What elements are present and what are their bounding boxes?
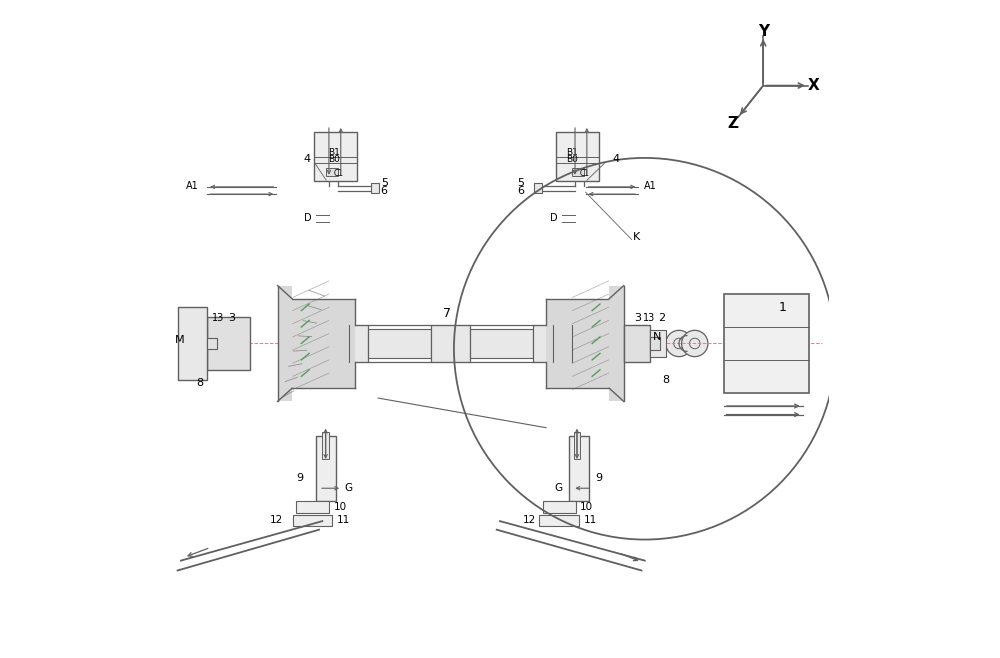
Text: M: M (175, 335, 185, 345)
Bar (349, 325, 368, 362)
Bar (650, 337, 660, 350)
Text: B1: B1 (566, 148, 578, 157)
Bar (371, 183, 379, 193)
Text: 1: 1 (779, 301, 787, 314)
Bar (207, 338, 217, 349)
Text: 6: 6 (518, 186, 525, 196)
Text: 11: 11 (337, 515, 350, 525)
Bar (533, 325, 572, 362)
Text: 3: 3 (228, 313, 235, 324)
Bar (546, 299, 612, 388)
Bar (289, 299, 355, 388)
Bar (207, 317, 250, 370)
Text: D: D (550, 213, 558, 224)
Text: K: K (633, 232, 640, 242)
Bar (554, 305, 604, 382)
Text: B0: B0 (566, 155, 578, 164)
Bar (539, 515, 579, 526)
Bar (293, 515, 332, 526)
Text: 12: 12 (270, 515, 283, 525)
Bar (431, 325, 470, 362)
Bar (572, 168, 584, 176)
Bar (296, 501, 329, 513)
Bar (278, 286, 292, 401)
Text: 3: 3 (635, 313, 642, 324)
Text: 7: 7 (443, 307, 451, 320)
Text: D: D (304, 213, 312, 224)
Text: 10: 10 (580, 502, 593, 513)
Bar (534, 183, 542, 193)
Text: 13: 13 (212, 313, 225, 324)
Text: 9: 9 (296, 473, 304, 484)
Text: Z: Z (727, 116, 738, 131)
Bar (322, 432, 329, 459)
Text: C1: C1 (579, 168, 589, 178)
Text: 2: 2 (658, 313, 665, 324)
Text: 6: 6 (381, 186, 388, 196)
Text: 5: 5 (381, 178, 388, 188)
Bar (178, 307, 207, 380)
Text: 5: 5 (518, 178, 525, 188)
Text: G: G (345, 483, 353, 494)
Text: N: N (652, 332, 661, 342)
Bar (572, 329, 605, 358)
Circle shape (666, 330, 692, 357)
Text: 10: 10 (334, 502, 347, 513)
Text: 12: 12 (523, 515, 536, 525)
Bar (650, 330, 666, 357)
Text: B0: B0 (328, 155, 340, 164)
Text: 13: 13 (643, 313, 655, 324)
Text: C1: C1 (333, 168, 343, 178)
Bar (543, 501, 576, 513)
Bar (574, 432, 580, 459)
Bar (624, 325, 650, 362)
Bar (724, 294, 809, 393)
Text: G: G (554, 483, 563, 494)
Bar (297, 305, 347, 382)
Bar (368, 329, 431, 358)
Text: A1: A1 (643, 180, 656, 191)
Text: X: X (807, 78, 819, 93)
Text: 9: 9 (595, 473, 602, 484)
Circle shape (682, 330, 708, 357)
Bar (191, 327, 207, 360)
Bar (569, 436, 589, 501)
Bar (609, 286, 624, 401)
Text: B1: B1 (328, 148, 340, 157)
Bar (326, 168, 338, 176)
Text: 8: 8 (196, 378, 203, 388)
Text: Y: Y (758, 24, 769, 39)
Bar (316, 436, 336, 501)
Bar (470, 329, 533, 358)
Text: 11: 11 (584, 515, 597, 525)
Bar (314, 132, 357, 181)
Text: 4: 4 (612, 154, 619, 164)
Text: 8: 8 (662, 374, 669, 385)
Bar (556, 132, 599, 181)
Text: A1: A1 (186, 180, 199, 191)
Text: 4: 4 (303, 154, 310, 164)
